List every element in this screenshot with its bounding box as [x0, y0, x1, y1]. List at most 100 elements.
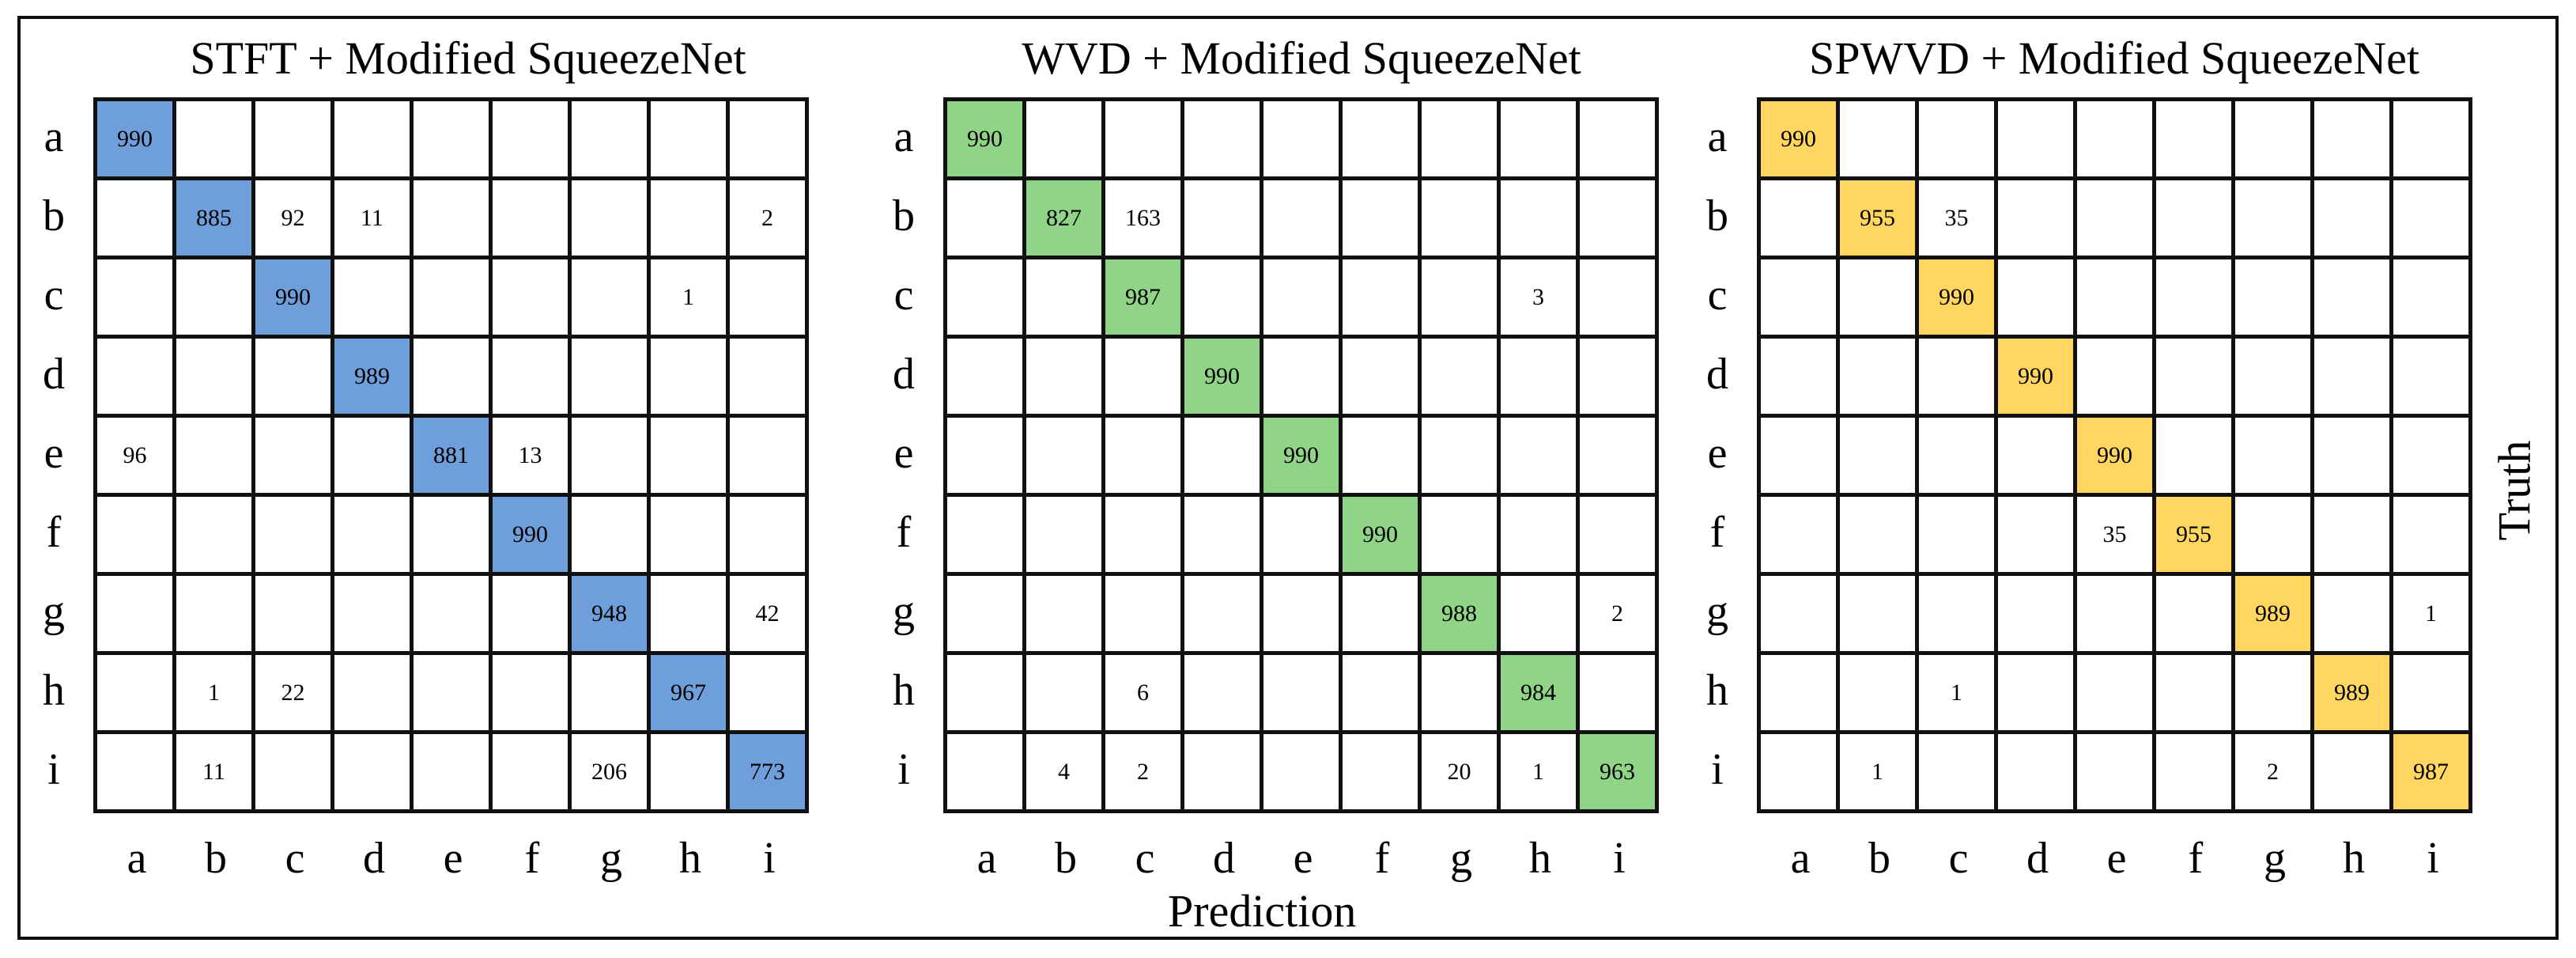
cell-wvd-e-d	[1184, 418, 1263, 497]
cell-spwvd-h-d	[1998, 655, 2077, 734]
cell-stft-g-c	[255, 576, 334, 655]
col-label-spwvd-i: i	[2427, 834, 2439, 883]
cell-stft-f-d	[334, 497, 414, 576]
cell-wvd-c-c: 987	[1105, 259, 1184, 339]
cell-stft-b-e	[414, 180, 493, 259]
cell-wvd-e-i	[1580, 418, 1659, 497]
cell-spwvd-e-e: 990	[2077, 418, 2156, 497]
cell-stft-g-e	[414, 576, 493, 655]
cell-wvd-e-g	[1422, 418, 1501, 497]
cell-wvd-i-b: 4	[1026, 734, 1105, 813]
row-label-wvd-b: b	[893, 191, 915, 240]
cell-wvd-d-d: 990	[1184, 339, 1263, 418]
cell-spwvd-d-h	[2314, 339, 2393, 418]
cell-wvd-f-g	[1422, 497, 1501, 576]
col-label-stft-f: f	[524, 834, 540, 883]
cell-wvd-g-a	[947, 576, 1026, 655]
row-label-wvd-h: h	[893, 666, 915, 715]
cell-stft-i-b: 11	[176, 734, 255, 813]
cell-spwvd-g-f	[2156, 576, 2235, 655]
cell-spwvd-i-c	[1919, 734, 1998, 813]
cell-wvd-e-h	[1501, 418, 1580, 497]
cell-wvd-c-f	[1343, 259, 1422, 339]
cell-wvd-f-i	[1580, 497, 1659, 576]
panel-title-stft: STFT + Modified SqueezeNet	[190, 32, 746, 84]
cell-spwvd-f-d	[1998, 497, 2077, 576]
cell-spwvd-i-e	[2077, 734, 2156, 813]
cell-spwvd-e-c	[1919, 418, 1998, 497]
cell-wvd-a-h	[1501, 101, 1580, 180]
cell-stft-c-f	[493, 259, 572, 339]
col-label-wvd-h: h	[1529, 834, 1551, 883]
row-label-spwvd-a: a	[1707, 112, 1728, 161]
cell-spwvd-i-d	[1998, 734, 2077, 813]
matrix-spwvd: 990 955 35 990 990 990 35 955 989 1 1 989 1 2 987	[1757, 97, 2472, 813]
cell-spwvd-h-a	[1761, 655, 1840, 734]
row-label-stft-g: g	[43, 587, 65, 636]
col-label-stft-b: b	[205, 834, 227, 883]
cell-wvd-g-g: 988	[1422, 576, 1501, 655]
cell-wvd-c-i	[1580, 259, 1659, 339]
cell-stft-h-d	[334, 655, 414, 734]
cell-wvd-h-c: 6	[1105, 655, 1184, 734]
cell-wvd-d-a	[947, 339, 1026, 418]
cell-stft-d-d: 989	[334, 339, 414, 418]
cell-stft-i-e	[414, 734, 493, 813]
panel-title-spwvd: SPWVD + Modified SqueezeNet	[1808, 32, 2420, 84]
cell-stft-f-i	[730, 497, 809, 576]
cell-wvd-b-h	[1501, 180, 1580, 259]
cell-stft-a-a: 990	[97, 101, 176, 180]
col-label-spwvd-d: d	[2026, 834, 2049, 883]
cell-stft-e-d	[334, 418, 414, 497]
cell-stft-e-c	[255, 418, 334, 497]
row-label-stft-f: f	[46, 508, 62, 557]
cell-wvd-a-e	[1263, 101, 1343, 180]
cell-stft-i-a	[97, 734, 176, 813]
cell-wvd-d-b	[1026, 339, 1105, 418]
cell-wvd-c-h: 3	[1501, 259, 1580, 339]
cell-wvd-g-i: 2	[1580, 576, 1659, 655]
cell-stft-g-g: 948	[572, 576, 651, 655]
cell-wvd-h-b	[1026, 655, 1105, 734]
cell-stft-f-f: 990	[493, 497, 572, 576]
cell-spwvd-h-i	[2393, 655, 2472, 734]
cell-stft-f-e	[414, 497, 493, 576]
col-label-wvd-c: c	[1135, 834, 1155, 883]
cell-spwvd-a-e	[2077, 101, 2156, 180]
cell-stft-h-b: 1	[176, 655, 255, 734]
cell-spwvd-b-a	[1761, 180, 1840, 259]
cell-spwvd-e-i	[2393, 418, 2472, 497]
cell-wvd-i-c: 2	[1105, 734, 1184, 813]
row-label-wvd-g: g	[893, 587, 915, 636]
col-label-spwvd-a: a	[1790, 834, 1811, 883]
cell-wvd-d-e	[1263, 339, 1343, 418]
cell-wvd-e-f	[1343, 418, 1422, 497]
cell-wvd-e-c	[1105, 418, 1184, 497]
col-label-spwvd-h: h	[2343, 834, 2365, 883]
cell-wvd-h-e	[1263, 655, 1343, 734]
cell-stft-e-h	[651, 418, 730, 497]
cell-stft-g-f	[493, 576, 572, 655]
cell-spwvd-c-i	[2393, 259, 2472, 339]
cell-spwvd-g-c	[1919, 576, 1998, 655]
row-label-wvd-f: f	[896, 508, 912, 557]
cell-stft-c-a	[97, 259, 176, 339]
cell-wvd-i-a	[947, 734, 1026, 813]
cell-spwvd-g-i: 1	[2393, 576, 2472, 655]
cell-stft-g-d	[334, 576, 414, 655]
cell-wvd-a-f	[1343, 101, 1422, 180]
row-label-stft-a: a	[43, 112, 64, 161]
cell-wvd-c-e	[1263, 259, 1343, 339]
cell-wvd-h-f	[1343, 655, 1422, 734]
row-label-spwvd-h: h	[1706, 666, 1728, 715]
cell-spwvd-a-h	[2314, 101, 2393, 180]
cell-spwvd-a-i	[2393, 101, 2472, 180]
cell-spwvd-a-g	[2235, 101, 2314, 180]
cell-stft-e-f: 13	[493, 418, 572, 497]
cell-wvd-i-f	[1343, 734, 1422, 813]
cell-stft-a-b	[176, 101, 255, 180]
cell-stft-a-c	[255, 101, 334, 180]
cell-stft-f-c	[255, 497, 334, 576]
cell-wvd-b-a	[947, 180, 1026, 259]
cell-stft-b-a	[97, 180, 176, 259]
